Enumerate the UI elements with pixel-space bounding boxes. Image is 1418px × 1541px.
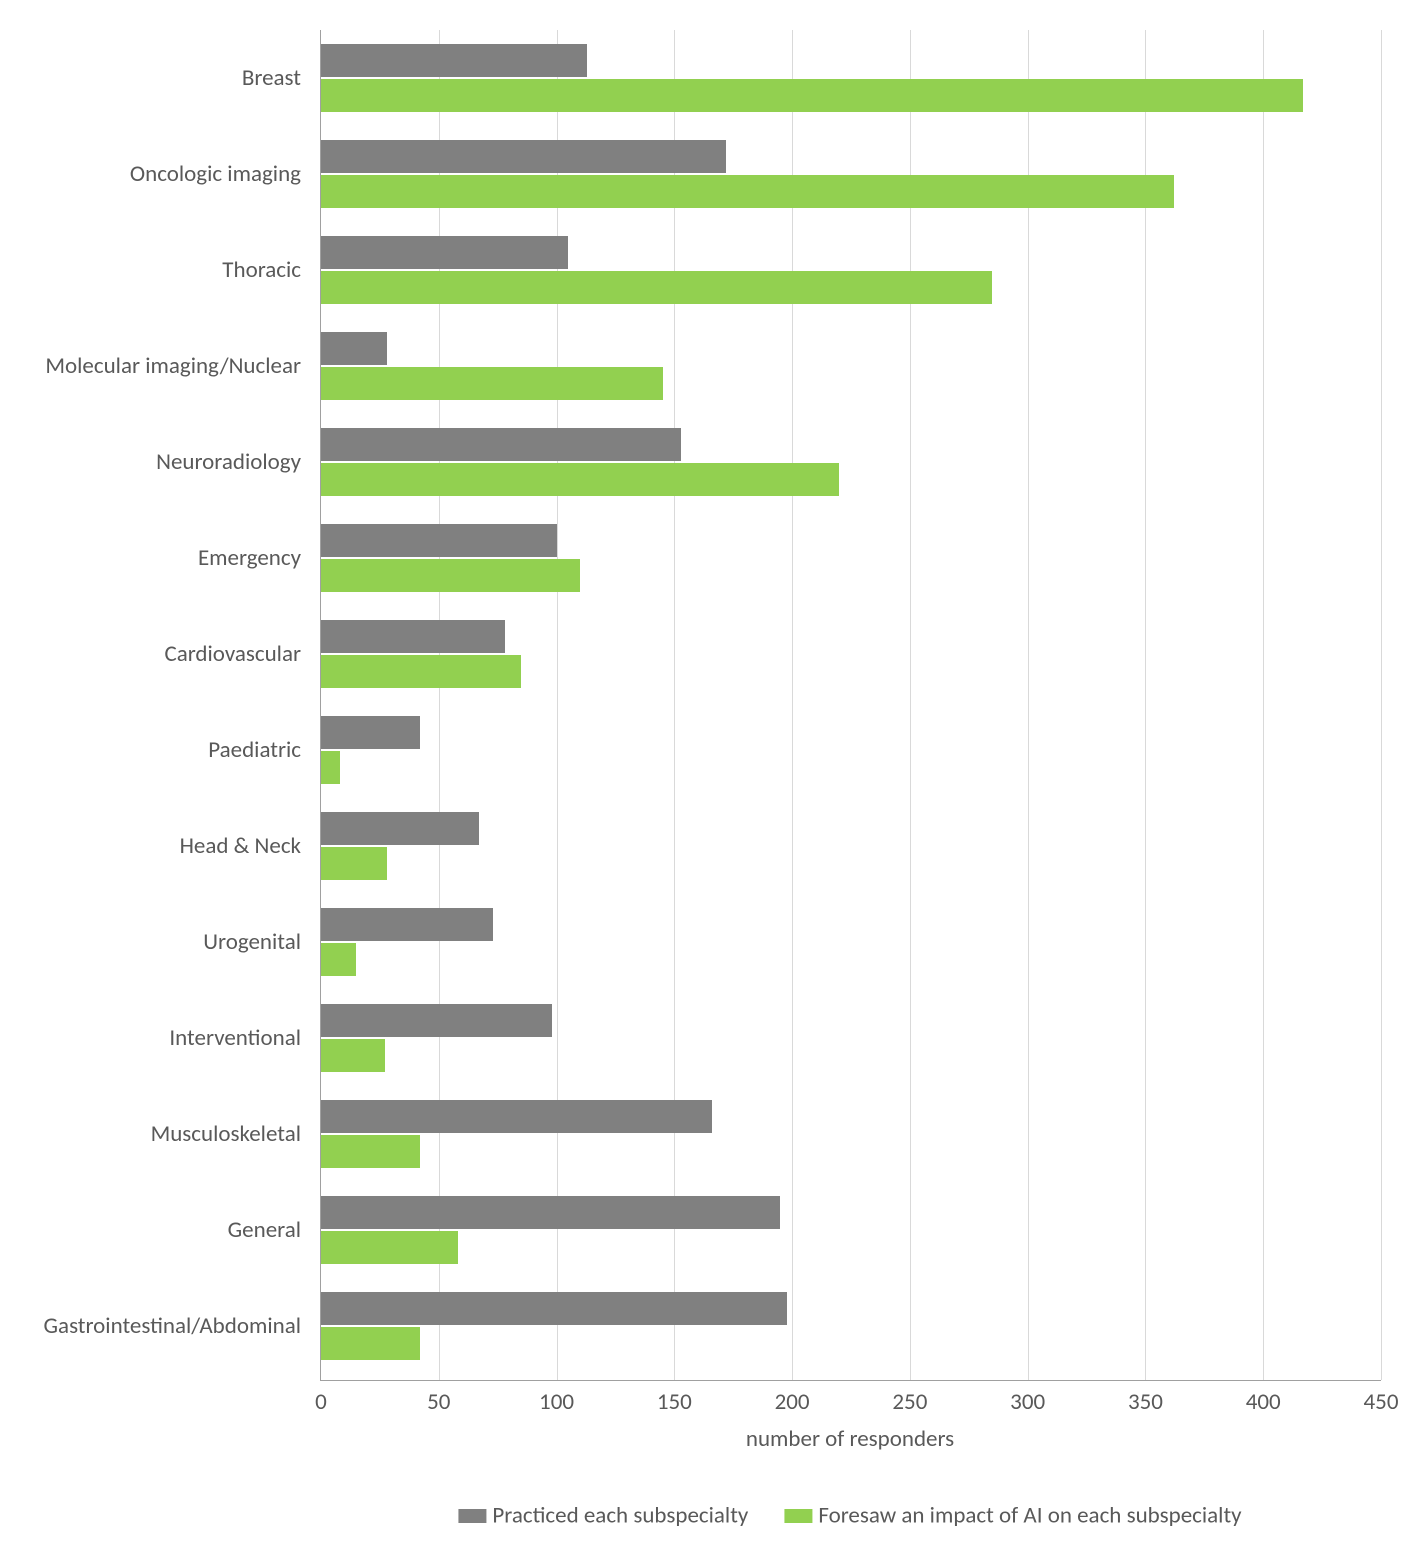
y-tick-label: Interventional — [169, 1024, 321, 1052]
bar-foresaw — [321, 751, 340, 784]
x-tick-label: 450 — [1364, 1380, 1399, 1416]
y-tick-label: Thoracic — [222, 256, 321, 284]
legend-item-foresaw: Foresaw an impact of AI on each subspeci… — [784, 1500, 1241, 1530]
y-tick-label: General — [228, 1216, 321, 1244]
y-tick-label: Emergency — [198, 544, 321, 572]
gridline — [792, 30, 793, 1380]
y-tick-label: Musculoskeletal — [151, 1120, 321, 1148]
plot-area: 050100150200250300350400450BreastOncolog… — [320, 30, 1381, 1381]
x-axis-title: number of responders — [746, 1380, 954, 1453]
legend-swatch — [784, 1509, 812, 1523]
bar-foresaw — [321, 1231, 458, 1264]
legend-swatch — [458, 1509, 486, 1523]
gridline — [439, 30, 440, 1380]
bar-practiced — [321, 812, 479, 845]
bar-practiced — [321, 236, 568, 269]
gridline — [1263, 30, 1264, 1380]
bar-foresaw — [321, 463, 839, 496]
bar-practiced — [321, 44, 587, 77]
bar-practiced — [321, 620, 505, 653]
bar-foresaw — [321, 271, 992, 304]
y-tick-label: Molecular imaging/Nuclear — [45, 352, 321, 380]
gridline — [910, 30, 911, 1380]
legend-label: Foresaw an impact of AI on each subspeci… — [818, 1502, 1241, 1530]
y-tick-label: Breast — [242, 64, 321, 92]
bar-practiced — [321, 1292, 787, 1325]
bar-foresaw — [321, 655, 521, 688]
gridline — [1145, 30, 1146, 1380]
bar-practiced — [321, 1004, 552, 1037]
y-tick-label: Head & Neck — [180, 832, 321, 860]
legend: Practiced each subspecialty Foresaw an im… — [440, 1500, 1259, 1530]
x-tick-label: 50 — [427, 1380, 450, 1416]
bar-foresaw — [321, 79, 1303, 112]
bar-practiced — [321, 908, 493, 941]
bar-practiced — [321, 524, 557, 557]
x-tick-label: 300 — [1010, 1380, 1045, 1416]
gridline — [674, 30, 675, 1380]
y-tick-label: Neuroradiology — [156, 448, 321, 476]
x-tick-label: 350 — [1128, 1380, 1163, 1416]
y-tick-label: Oncologic imaging — [130, 160, 321, 188]
bar-practiced — [321, 1196, 780, 1229]
x-tick-label: 0 — [315, 1380, 327, 1416]
y-tick-label: Paediatric — [208, 736, 321, 764]
gridline — [557, 30, 558, 1380]
bar-foresaw — [321, 367, 663, 400]
bar-foresaw — [321, 1039, 385, 1072]
bar-practiced — [321, 332, 387, 365]
legend-label: Practiced each subspecialty — [492, 1502, 748, 1530]
bar-practiced — [321, 1100, 712, 1133]
y-tick-label: Gastrointestinal/Abdominal — [44, 1312, 321, 1340]
bar-foresaw — [321, 847, 387, 880]
gridline — [1028, 30, 1029, 1380]
gridline — [1381, 30, 1382, 1380]
bar-practiced — [321, 716, 420, 749]
chart-container: 050100150200250300350400450BreastOncolog… — [20, 20, 1398, 1521]
bar-practiced — [321, 428, 681, 461]
y-tick-label: Urogenital — [203, 928, 321, 956]
bar-practiced — [321, 140, 726, 173]
x-tick-label: 150 — [657, 1380, 692, 1416]
bar-foresaw — [321, 559, 580, 592]
bar-foresaw — [321, 1327, 420, 1360]
x-tick-label: 100 — [539, 1380, 574, 1416]
bar-foresaw — [321, 1135, 420, 1168]
bar-foresaw — [321, 175, 1174, 208]
bar-foresaw — [321, 943, 356, 976]
legend-item-practiced: Practiced each subspecialty — [458, 1500, 748, 1530]
y-tick-label: Cardiovascular — [164, 640, 321, 668]
x-tick-label: 400 — [1246, 1380, 1281, 1416]
